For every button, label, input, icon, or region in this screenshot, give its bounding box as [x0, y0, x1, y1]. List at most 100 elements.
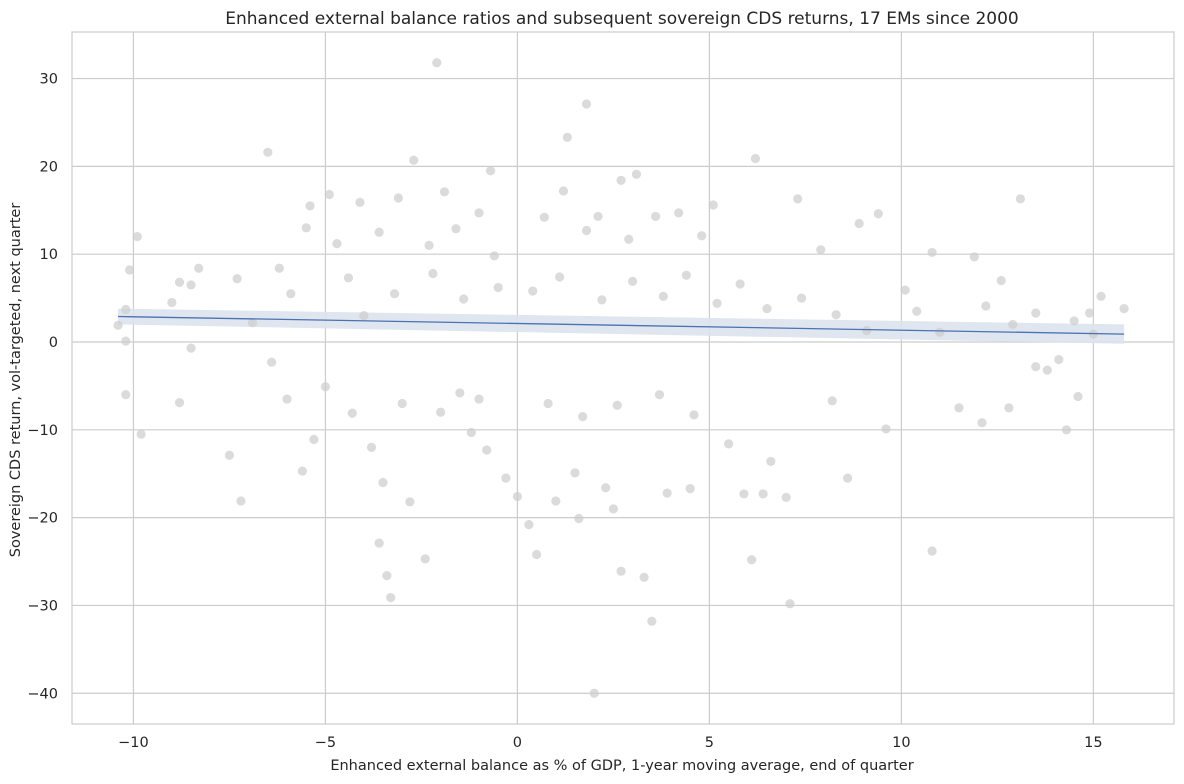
data-point: [954, 403, 964, 413]
data-point: [555, 272, 565, 282]
data-point: [796, 293, 807, 303]
data-point: [631, 169, 642, 179]
data-point: [393, 193, 403, 203]
data-point: [900, 285, 910, 295]
data-point: [612, 400, 622, 410]
data-point: [1008, 319, 1018, 330]
data-point: [616, 566, 626, 576]
data-point: [747, 555, 757, 565]
data-point: [624, 234, 634, 244]
data-point: [493, 282, 503, 293]
data-point: [627, 276, 638, 287]
data-point: [854, 218, 864, 229]
data-point: [489, 251, 499, 261]
data-point: [562, 132, 572, 142]
data-point: [232, 274, 242, 284]
data-point: [685, 484, 695, 494]
x-tick-label: −5: [315, 735, 336, 751]
data-point: [374, 538, 384, 548]
y-tick-label: 20: [40, 159, 58, 175]
data-point: [121, 304, 131, 315]
data-point: [167, 297, 177, 308]
data-point: [927, 546, 937, 556]
chart-title: Enhanced external balance ratios and sub…: [225, 9, 1019, 29]
data-point: [593, 211, 603, 222]
data-point: [378, 477, 388, 488]
data-point: [689, 410, 699, 420]
data-point: [528, 286, 538, 296]
data-point: [451, 224, 461, 234]
data-point: [981, 301, 991, 311]
data-point: [662, 488, 672, 498]
data-point: [194, 263, 204, 273]
data-point: [1061, 425, 1072, 435]
y-axis-label: Sovereign CDS return, vol-targeted, next…: [8, 203, 24, 558]
data-point: [785, 599, 795, 609]
data-point: [1119, 304, 1129, 314]
data-point: [1031, 361, 1041, 372]
data-point: [1031, 308, 1041, 318]
data-point: [996, 275, 1006, 286]
data-point: [781, 492, 791, 503]
data-point: [551, 496, 561, 506]
data-point: [708, 200, 718, 210]
y-tick-label: −30: [27, 598, 58, 614]
data-point: [681, 270, 691, 280]
data-point: [186, 343, 196, 353]
data-point: [762, 304, 772, 314]
data-point: [1069, 316, 1079, 326]
data-point: [539, 212, 549, 222]
data-point: [927, 247, 937, 258]
data-point: [750, 153, 761, 164]
data-point: [1096, 291, 1106, 301]
data-point: [524, 520, 534, 530]
data-point: [236, 496, 246, 506]
y-tick-labels: −40 −30 −20 −10 0 10 20 30: [27, 72, 58, 703]
data-point: [581, 225, 592, 236]
regression-line: [118, 315, 1125, 335]
data-point: [389, 289, 400, 299]
data-point: [355, 197, 365, 207]
data-point: [474, 208, 484, 218]
data-point: [397, 398, 407, 409]
y-tick-label: 30: [40, 72, 58, 88]
data-point: [616, 175, 626, 186]
grid-lines: [72, 32, 1174, 724]
data-point: [1004, 403, 1014, 413]
data-point: [405, 497, 415, 507]
data-point: [459, 294, 469, 304]
data-point: [113, 320, 123, 330]
data-point: [474, 394, 484, 404]
data-point: [739, 489, 749, 499]
data-point: [831, 310, 841, 320]
x-tick-label: 0: [513, 735, 522, 751]
y-tick-label: −10: [27, 423, 58, 439]
data-point: [647, 616, 657, 626]
data-point: [862, 325, 872, 336]
y-tick-label: −20: [27, 511, 58, 527]
data-point: [428, 268, 438, 279]
data-point: [912, 306, 922, 316]
data-point: [359, 311, 369, 321]
data-point: [432, 58, 442, 68]
data-point: [343, 273, 354, 283]
data-point: [570, 468, 580, 478]
data-point: [501, 473, 511, 483]
data-point: [977, 418, 987, 428]
data-point: [224, 450, 235, 460]
data-point: [485, 166, 496, 176]
data-point: [382, 570, 392, 581]
data-point: [320, 382, 331, 392]
data-point: [608, 504, 619, 514]
data-point: [124, 265, 135, 275]
data-point: [574, 513, 584, 524]
data-point: [409, 155, 419, 165]
x-tick-label: 10: [892, 735, 910, 751]
data-point: [578, 412, 588, 422]
data-point: [843, 473, 853, 483]
data-points: [113, 58, 1129, 698]
data-point: [186, 280, 196, 290]
data-point: [424, 240, 434, 250]
data-point: [420, 554, 430, 564]
data-point: [758, 489, 768, 499]
